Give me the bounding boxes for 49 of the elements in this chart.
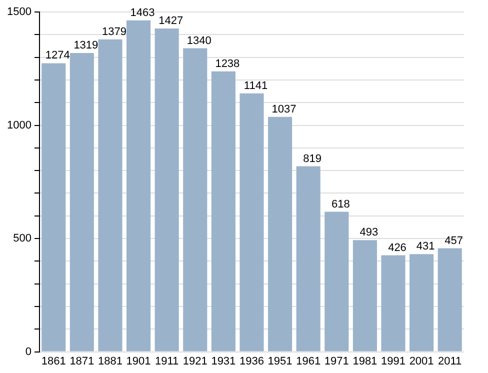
y-tick-label: 1500 [6, 6, 32, 18]
x-tick-label: 1951 [268, 355, 292, 368]
bar [211, 71, 236, 352]
bar [381, 255, 406, 352]
y-tick-label: 500 [13, 232, 32, 245]
x-tick-label: 1971 [324, 355, 349, 368]
y-tick-label: 1000 [6, 119, 32, 132]
y-tick-label: 0 [25, 346, 32, 358]
data-label: 1319 [74, 40, 98, 52]
bar [296, 166, 320, 352]
data-label: 1427 [158, 15, 184, 28]
data-label: 1463 [130, 6, 155, 19]
x-tick-label: 1936 [239, 355, 264, 368]
x-tick-label: 1981 [352, 355, 378, 368]
data-label: 1274 [45, 50, 70, 62]
x-tick-label: 1921 [182, 355, 208, 368]
data-label: 1340 [186, 34, 212, 47]
bar [183, 48, 208, 352]
bar [98, 39, 122, 352]
data-label: 1238 [215, 58, 240, 70]
data-label: 618 [331, 198, 350, 210]
x-tick-label: 1961 [296, 355, 321, 368]
x-tick-label: 1861 [41, 355, 66, 368]
x-tick-label: 1911 [155, 355, 179, 368]
x-tick-label: 1901 [126, 355, 151, 368]
data-label: 1141 [244, 80, 268, 92]
bar [154, 28, 179, 352]
x-tick-label: 1931 [211, 355, 236, 368]
data-label: 819 [303, 152, 322, 165]
x-tick-label: 1871 [70, 355, 94, 368]
bar [42, 63, 66, 352]
bar [240, 93, 264, 352]
bar [70, 53, 94, 352]
data-label: 457 [444, 234, 464, 247]
data-label: 1037 [272, 103, 296, 116]
data-label: 431 [416, 240, 435, 253]
bar [268, 116, 292, 352]
bar [352, 240, 377, 352]
data-label: 1379 [102, 26, 126, 38]
bar [324, 212, 349, 352]
bar [438, 248, 462, 352]
bar [410, 254, 434, 352]
x-tick-label: 1881 [98, 355, 122, 368]
x-tick-label: 2011 [438, 355, 462, 368]
data-label: 426 [388, 242, 406, 254]
x-tick-label: 1991 [381, 355, 406, 368]
data-label: 493 [360, 226, 378, 239]
x-tick-label: 2001 [409, 355, 434, 368]
bar [126, 20, 151, 352]
